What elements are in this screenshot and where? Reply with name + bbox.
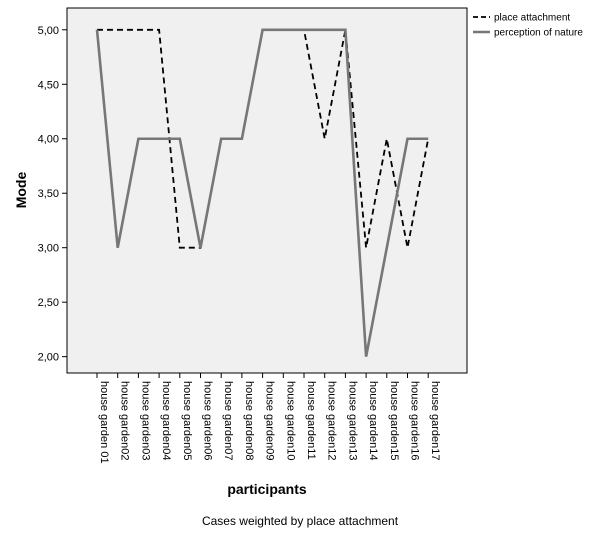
x-tick-label: house garden04 bbox=[160, 381, 172, 461]
y-tick-label: 4,00 bbox=[38, 134, 59, 146]
x-tick-label: house garden13 bbox=[346, 381, 358, 461]
y-tick-label: 5,00 bbox=[38, 25, 59, 37]
x-tick-label: house garden06 bbox=[202, 381, 214, 461]
x-tick-label: house garden02 bbox=[119, 381, 131, 461]
x-axis: house garden 01 house garden02 house garde… bbox=[96, 373, 441, 464]
y-tick-label: 3,00 bbox=[38, 243, 59, 255]
legend-label: place attachment bbox=[494, 13, 570, 24]
x-tick-label: house garden15 bbox=[388, 381, 400, 461]
x-tick-label: house garden14 bbox=[367, 381, 379, 461]
x-tick-label: house garden16 bbox=[409, 381, 421, 461]
x-tick-label: house garden10 bbox=[284, 381, 296, 461]
x-tick-label: house garden03 bbox=[139, 381, 151, 461]
x-tick-label: house garden07 bbox=[222, 381, 234, 461]
y-tick-label: 4,50 bbox=[38, 79, 59, 91]
y-tick-label: 2,50 bbox=[38, 297, 59, 309]
series-layer bbox=[95, 28, 430, 357]
x-tick-label: house garden 01 bbox=[98, 381, 110, 464]
y-tick-label: 3,50 bbox=[38, 188, 59, 200]
plot-area bbox=[66, 7, 468, 374]
footnote: Cases weighted by place attachment bbox=[202, 514, 399, 528]
x-tick-label: house garden05 bbox=[181, 381, 193, 461]
y-axis: 2,00 2,50 3,00 3,50 4,00 4,50 5,00 bbox=[38, 25, 67, 364]
x-tick-label: house garden08 bbox=[243, 381, 255, 461]
y-tick-label: 2,00 bbox=[38, 352, 59, 364]
x-tick-label: house garden09 bbox=[264, 381, 276, 461]
x-tick-label: house garden11 bbox=[305, 381, 317, 460]
legend-label: perception of nature bbox=[494, 28, 583, 39]
series-line-2 bbox=[95, 28, 429, 357]
x-axis-title: participants bbox=[227, 481, 307, 497]
legend: place attachment perception of nature bbox=[473, 13, 583, 39]
x-tick-label: house garden12 bbox=[326, 381, 338, 461]
y-axis-title: Mode bbox=[13, 172, 29, 209]
x-tick-label: house garden17 bbox=[429, 381, 441, 461]
